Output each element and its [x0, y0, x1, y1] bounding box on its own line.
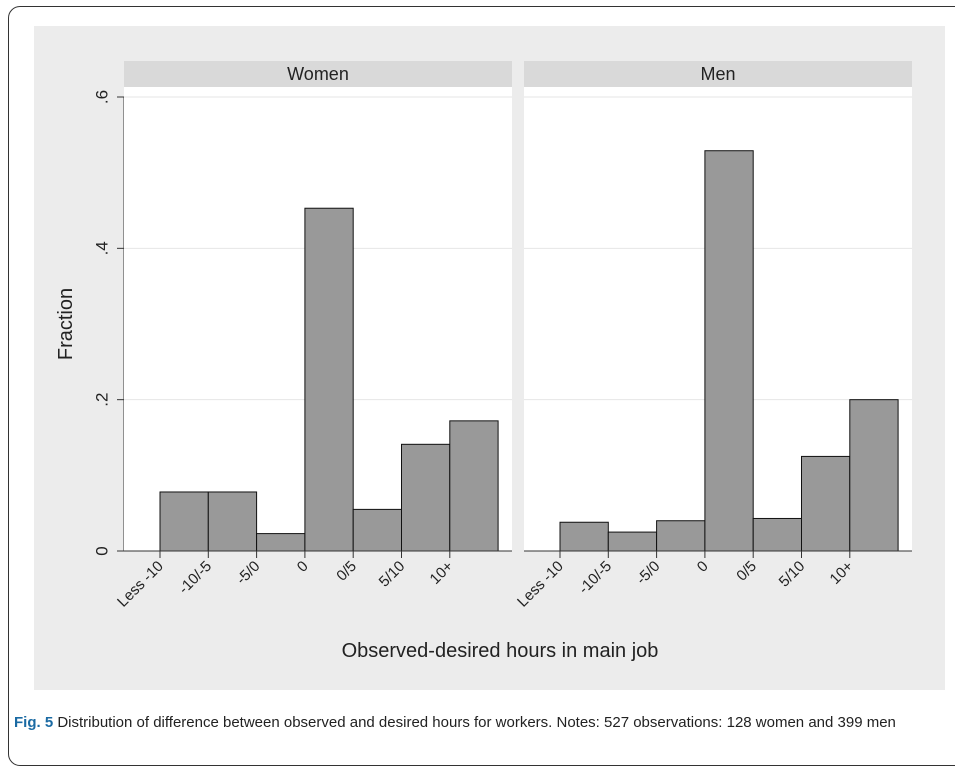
x-tick-label: -10/-5	[175, 558, 215, 598]
x-tick-label: -10/-5	[575, 558, 615, 598]
panel-header-strip	[124, 61, 512, 87]
x-tick-label: 0/5	[333, 558, 360, 585]
histogram-bar	[449, 420, 499, 552]
histogram-bar	[159, 491, 209, 552]
x-tick-label: 5/10	[376, 558, 409, 591]
y-tick-label: .4	[92, 241, 111, 255]
x-axis-title: Observed-desired hours in main job	[342, 640, 659, 662]
y-tick-label: .2	[92, 393, 111, 407]
panel-header-strip	[524, 61, 912, 87]
histogram-bar	[752, 517, 803, 552]
histogram-bar	[704, 150, 754, 552]
x-tick-label: -5/0	[633, 558, 663, 588]
histogram-bar	[849, 399, 899, 552]
figure-caption: Fig. 5 Distribution of difference betwee…	[14, 712, 944, 734]
histogram-bar	[352, 508, 403, 552]
y-axis-title: Fraction	[55, 288, 77, 360]
panel-title: Women	[287, 64, 349, 84]
histogram-bar	[801, 455, 851, 552]
x-tick-label: Less -10	[114, 558, 167, 611]
x-tick-label: 0	[294, 558, 312, 576]
histogram-bar	[256, 533, 306, 552]
histogram-bar	[656, 520, 706, 552]
x-tick-label: Less -10	[514, 558, 567, 611]
y-tick-label: .6	[92, 90, 111, 104]
x-tick-label: 10+	[427, 558, 457, 588]
y-tick-label: 0	[92, 546, 111, 555]
x-tick-label: 0	[694, 558, 712, 576]
x-tick-label: -5/0	[233, 558, 263, 588]
x-tick-label: 5/10	[776, 558, 809, 591]
caption-text: Distribution of difference between obser…	[53, 714, 896, 731]
histogram-bar	[304, 207, 354, 552]
histogram-bar	[207, 491, 258, 552]
panel-title: Men	[700, 64, 735, 84]
x-tick-label: 10+	[827, 558, 857, 588]
histogram-bar	[559, 521, 609, 552]
figure-label: Fig. 5	[14, 714, 54, 731]
histogram-bar	[607, 531, 658, 552]
x-tick-label: 0/5	[733, 558, 760, 585]
histogram-bar	[401, 443, 451, 552]
